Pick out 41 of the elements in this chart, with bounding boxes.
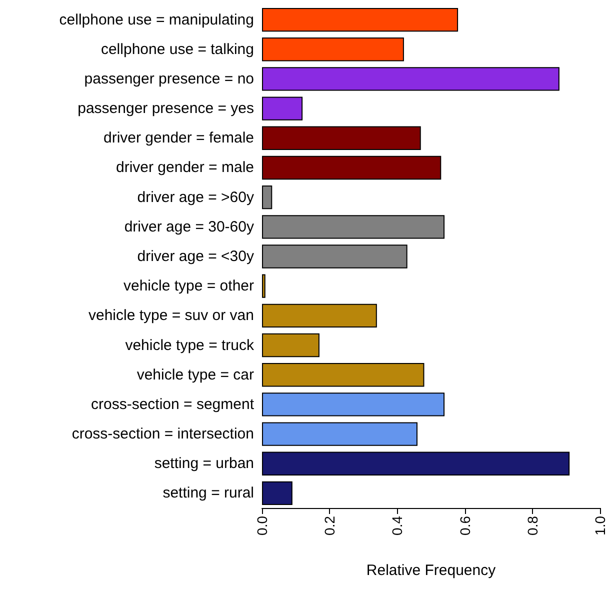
bar [262, 215, 445, 239]
y-tick-label: driver age = <30y [137, 248, 254, 265]
bar [262, 333, 320, 358]
bar [262, 452, 570, 476]
y-tick-label: passenger presence = no [84, 70, 254, 88]
y-tick-label: cross-section = intersection [72, 426, 254, 443]
y-tick-label: cellphone use = manipulating [59, 11, 254, 28]
bar [262, 422, 418, 446]
y-tick-label: driver gender = male [116, 159, 254, 176]
x-tick-label: 0.6 [456, 516, 473, 536]
y-tick-label: vehicle type = truck [125, 336, 254, 354]
y-tick-label: driver age = 30-60y [124, 218, 254, 236]
bar [262, 304, 377, 328]
y-tick-label: cellphone use = talking [100, 40, 254, 58]
bar [262, 126, 421, 150]
bar [262, 96, 303, 120]
x-tick-label: 0.0 [254, 516, 270, 536]
bar [262, 481, 292, 506]
y-tick-label: cross-section = segment [91, 396, 255, 413]
y-tick-label: vehicle type = other [124, 278, 254, 295]
bar [262, 392, 445, 416]
y-tick-label: setting = urban [154, 455, 254, 472]
x-tick-label: 0.8 [524, 516, 540, 536]
y-tick-label: passenger presence = yes [78, 100, 254, 118]
y-tick-label: setting = rural [162, 484, 254, 502]
bar [262, 363, 424, 387]
bar [262, 244, 408, 268]
bar [262, 38, 404, 62]
bar [262, 156, 442, 180]
x-tick-label: 1.0 [592, 516, 607, 536]
bar [262, 8, 458, 32]
bar [262, 185, 272, 210]
y-tick-label: driver age = >60y [137, 188, 254, 206]
y-tick-label: driver gender = female [104, 130, 254, 147]
x-axis-title: Relative Frequency [366, 562, 496, 579]
x-tick-label: 0.4 [389, 516, 406, 536]
y-tick-label: vehicle type = suv or van [88, 307, 254, 324]
bar [262, 274, 266, 298]
y-tick-label: vehicle type = car [136, 366, 254, 384]
x-tick-label: 0.2 [322, 516, 338, 536]
bar [262, 67, 560, 91]
